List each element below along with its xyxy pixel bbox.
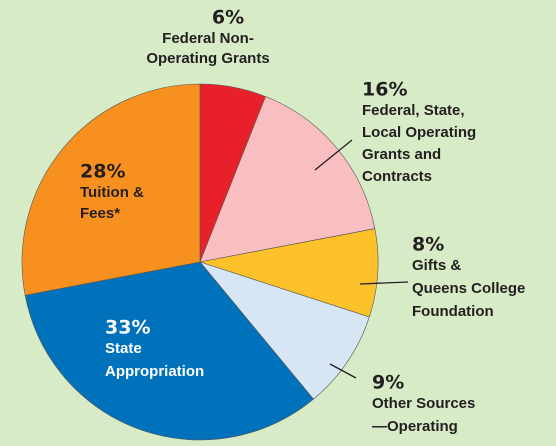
slice-label: Other Sources bbox=[372, 395, 475, 412]
slice-label: Queens College bbox=[412, 280, 525, 297]
slice-label: —Operating bbox=[372, 418, 458, 435]
percent-label: 6% bbox=[212, 7, 244, 29]
leader-line bbox=[329, 363, 357, 379]
slice-label: Gifts & bbox=[412, 257, 461, 274]
slice-label: Federal, State, bbox=[362, 102, 465, 119]
percent-label: 28% bbox=[80, 161, 125, 183]
slice-label: Appropriation bbox=[105, 363, 204, 380]
slice-label: Fees* bbox=[80, 205, 120, 222]
percent-label: 16% bbox=[362, 79, 407, 101]
pie-slice bbox=[199, 261, 370, 400]
leader-line bbox=[314, 139, 353, 171]
slice-label: Contracts bbox=[362, 168, 432, 185]
slice-label: Local Operating bbox=[362, 124, 476, 141]
slice-label: Tuition & bbox=[80, 184, 144, 201]
percent-label: 9% bbox=[372, 372, 404, 394]
slice-label: Foundation bbox=[412, 303, 494, 320]
leader-line bbox=[359, 281, 409, 285]
pie-slice bbox=[199, 228, 379, 318]
slice-label: Operating Grants bbox=[146, 50, 269, 67]
slice-label: State bbox=[105, 340, 142, 357]
percent-label: 33% bbox=[105, 317, 150, 339]
pie-slice bbox=[24, 261, 314, 441]
pie-slice bbox=[21, 83, 201, 296]
percent-label: 8% bbox=[412, 234, 444, 256]
pie-slice bbox=[199, 96, 376, 263]
slice-label: Federal Non- bbox=[162, 30, 254, 47]
slice-label: Grants and bbox=[362, 146, 441, 163]
